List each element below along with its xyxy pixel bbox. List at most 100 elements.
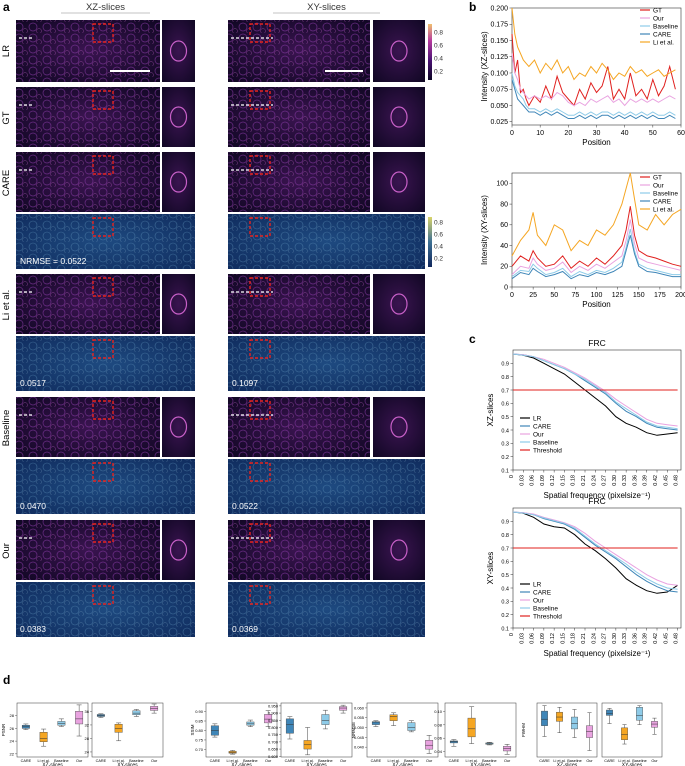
slice-texture-3-0 bbox=[16, 274, 160, 334]
d6-category-label-2: Baseline bbox=[567, 759, 582, 763]
c-xz-xtick-label-4: 0.12 bbox=[550, 475, 556, 486]
c-xy-legend-label-1: CARE bbox=[533, 589, 552, 596]
d0-ytick-label-0: 22 bbox=[10, 751, 15, 756]
panel-a: a XZ-slices XY-slices LR GT CARE NRMSE = 0.052… bbox=[1, 0, 443, 637]
roi-box-1-0 bbox=[92, 90, 114, 110]
d3-ytick-label-7: 0.950 bbox=[268, 703, 279, 708]
d2-plot-frame bbox=[205, 702, 278, 758]
error-texture-5-1 bbox=[228, 582, 425, 637]
roi-box-3-1 bbox=[249, 277, 271, 297]
b-xy-series-line-baseline bbox=[511, 228, 681, 278]
zoom-cell-3-1 bbox=[390, 293, 408, 315]
d7-category-label-1: Li et al. bbox=[618, 759, 630, 763]
c-xz-xtick-label-14: 0.42 bbox=[653, 475, 659, 486]
b-xy-legend-label-1: Our bbox=[653, 182, 665, 189]
error-roi-box-3-1 bbox=[249, 339, 271, 359]
c-xy-series-line-lr bbox=[512, 511, 678, 594]
c-xy-xtick-label-14: 0.42 bbox=[653, 633, 659, 644]
zoom-cell-4-1 bbox=[390, 416, 408, 438]
b-xz-ytick-label-7: 0.200 bbox=[490, 5, 508, 12]
d1-category-label-2: Baseline bbox=[129, 759, 144, 763]
b-xz-ytick-label-5: 0.150 bbox=[490, 38, 508, 45]
roi-box-1-1 bbox=[249, 90, 271, 110]
error-roi-box-4-0 bbox=[92, 462, 114, 482]
c-xy-series-line-care bbox=[512, 511, 678, 593]
nrmse-label-5-1: 0.0369 bbox=[232, 624, 258, 634]
colorbar-error-tick-0: 0.8 bbox=[434, 220, 443, 227]
d7-category-label-2: Baseline bbox=[632, 759, 647, 763]
d4-xlabel: XZ-slices bbox=[392, 763, 413, 766]
slice-texture-1-1 bbox=[228, 87, 370, 147]
c-xy-xtick-label-8: 0.24 bbox=[591, 633, 597, 644]
d0-ytick-label-1: 24 bbox=[10, 739, 15, 744]
d1-category-label-0: CARE bbox=[96, 759, 107, 763]
d4-ylabel: NRMSE bbox=[351, 722, 356, 738]
d5-category-label-0: CARE bbox=[449, 759, 460, 763]
d7-box-1 bbox=[621, 727, 628, 740]
d0-plot-frame bbox=[16, 702, 89, 758]
panel-c: c 0 0.03 0.06 0.09 0.12 0.15 0.18 0.21 0.24 0.27 0.… bbox=[469, 332, 682, 658]
c-xy-series-line-our bbox=[512, 511, 678, 586]
d3-category-label-3: Our bbox=[340, 759, 347, 763]
b-xy-series-line-our bbox=[511, 219, 682, 275]
zoom-image-1-1 bbox=[373, 87, 425, 147]
error-roi-box-4-1 bbox=[249, 462, 271, 482]
b-xy-legend-label-4: Li et al. bbox=[653, 206, 674, 213]
d5-ytick-label-1: 0.06 bbox=[434, 736, 443, 741]
d0-xlabel: XZ-slices bbox=[42, 763, 63, 766]
panel-b: b 0 10 20 30 40 50 60 0.025 0.050 0.075 0.100 0.125 0… bbox=[469, 0, 685, 309]
b-xz-ytick-label-4: 0.125 bbox=[490, 54, 508, 61]
colorbar-error-tick-1: 0.6 bbox=[434, 232, 443, 239]
c-xz-legend-label-0: LR bbox=[533, 415, 542, 422]
c-xy-xtick-label-16: 0.48 bbox=[674, 633, 680, 644]
roi-box-3-0 bbox=[92, 277, 114, 297]
colorbar-intensity-tick-0: 0.8 bbox=[434, 30, 443, 37]
nrmse-label-3-1: 0.1097 bbox=[232, 378, 258, 388]
d2-ytick-label-3: 0.85 bbox=[195, 719, 204, 724]
b-xz-ytick-label-1: 0.050 bbox=[490, 103, 508, 110]
d6-ylabel: FWHM bbox=[521, 723, 526, 737]
zoom-image-4-0 bbox=[162, 397, 195, 457]
row-label-0: LR bbox=[1, 45, 12, 57]
slice-texture-4-1 bbox=[228, 397, 370, 457]
c-xy-ytick-label-1: 0.2 bbox=[501, 613, 509, 619]
b-xz-series-line-our bbox=[511, 53, 676, 107]
roi-box-2-1 bbox=[249, 155, 271, 175]
d4-box-3 bbox=[425, 740, 434, 750]
d3-ytick-label-0: 0.600 bbox=[268, 754, 279, 759]
d1-xlabel: XY-slices bbox=[117, 763, 138, 766]
d3-box-0 bbox=[285, 718, 294, 734]
c-xz-ytick-label-0: 0.1 bbox=[501, 468, 509, 474]
c-xz-xtick-label-8: 0.24 bbox=[591, 475, 597, 486]
error-texture-4-0 bbox=[16, 459, 195, 514]
c-xz-series-line-baseline bbox=[512, 353, 678, 430]
c-xy-legend-label-4: Threshold bbox=[533, 613, 562, 620]
d3-box-2 bbox=[321, 714, 330, 725]
d6-box-1 bbox=[556, 711, 563, 722]
b-xy-ytick-label-2: 40 bbox=[500, 243, 508, 250]
c-xz-xtick-label-11: 0.33 bbox=[622, 475, 628, 486]
d7-xlabel: XY-slices bbox=[622, 763, 643, 766]
zoom-image-1-0 bbox=[162, 87, 195, 147]
d2-box-2 bbox=[246, 721, 255, 726]
b-xz-series-line-li-et-al- bbox=[511, 7, 676, 81]
c-xz-ytick-label-4: 0.5 bbox=[501, 415, 509, 421]
c-xy-xlabel: Spatial frequency (pixelsize⁻¹) bbox=[544, 649, 651, 658]
d1-category-label-1: Li et al. bbox=[113, 759, 125, 763]
zoom-cell-3-0 bbox=[169, 293, 188, 315]
roi-box-5-1 bbox=[249, 523, 271, 543]
c-xz-xtick-label-10: 0.30 bbox=[612, 475, 618, 486]
c-xy-ylabel: XY-slices bbox=[486, 552, 495, 585]
zoom-image-3-0 bbox=[162, 274, 195, 334]
colorbar-error-tick-2: 0.4 bbox=[434, 244, 443, 251]
error-texture-3-1 bbox=[228, 336, 425, 391]
nrmse-label-3-0: 0.0517 bbox=[20, 378, 46, 388]
d6-box-2 bbox=[571, 716, 578, 730]
b-xy-ylabel: Intensity (XY-slices) bbox=[480, 195, 489, 265]
error-texture-3-0 bbox=[16, 336, 195, 391]
c-xz-xtick-label-15: 0.45 bbox=[663, 475, 669, 486]
slice-texture-2-0 bbox=[16, 152, 160, 212]
c-xy-ytick-label-2: 0.3 bbox=[501, 600, 509, 606]
b-xy-ytick-label-0: 0 bbox=[504, 284, 508, 291]
b-xy-xtick-label-5: 125 bbox=[612, 292, 624, 299]
